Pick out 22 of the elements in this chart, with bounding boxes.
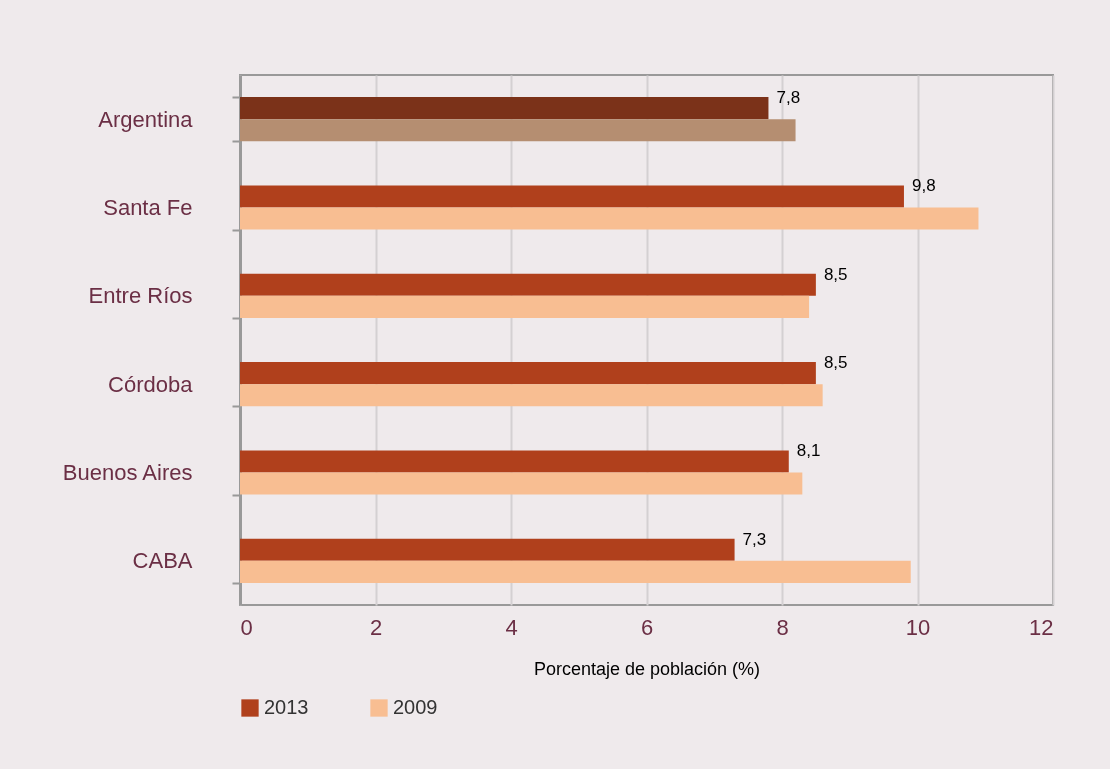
x-axis-title: Porcentaje de población (%)	[533, 658, 761, 679]
x-tick-label: 8	[776, 614, 789, 640]
data-label: 8,5	[823, 353, 848, 373]
data-label: 8,5	[823, 264, 848, 284]
x-tick-label: 2	[369, 614, 383, 640]
x-tick-label: 6	[640, 614, 654, 640]
legend-label: 2009	[393, 696, 438, 718]
y-tick-label: Argentina	[98, 106, 194, 132]
y-tick-label: Buenos Aires	[62, 460, 193, 485]
x-tick-label: 4	[505, 614, 518, 640]
x-tick-label: 10	[905, 614, 931, 640]
x-tick-label: 12	[1029, 614, 1054, 640]
legend-label: 2013	[264, 696, 309, 718]
data-label: 7,8	[776, 88, 801, 108]
data-label: 7,3	[742, 529, 767, 549]
y-tick-label: CABA	[132, 548, 193, 574]
y-tick-label: Córdoba	[108, 371, 194, 397]
x-tick-label: 0	[240, 614, 253, 640]
y-tick-label: Santa Fe	[103, 195, 193, 220]
data-label: 9,8	[911, 176, 936, 196]
y-tick-label: Entre Ríos	[88, 283, 193, 309]
data-label: 8,1	[796, 441, 821, 461]
